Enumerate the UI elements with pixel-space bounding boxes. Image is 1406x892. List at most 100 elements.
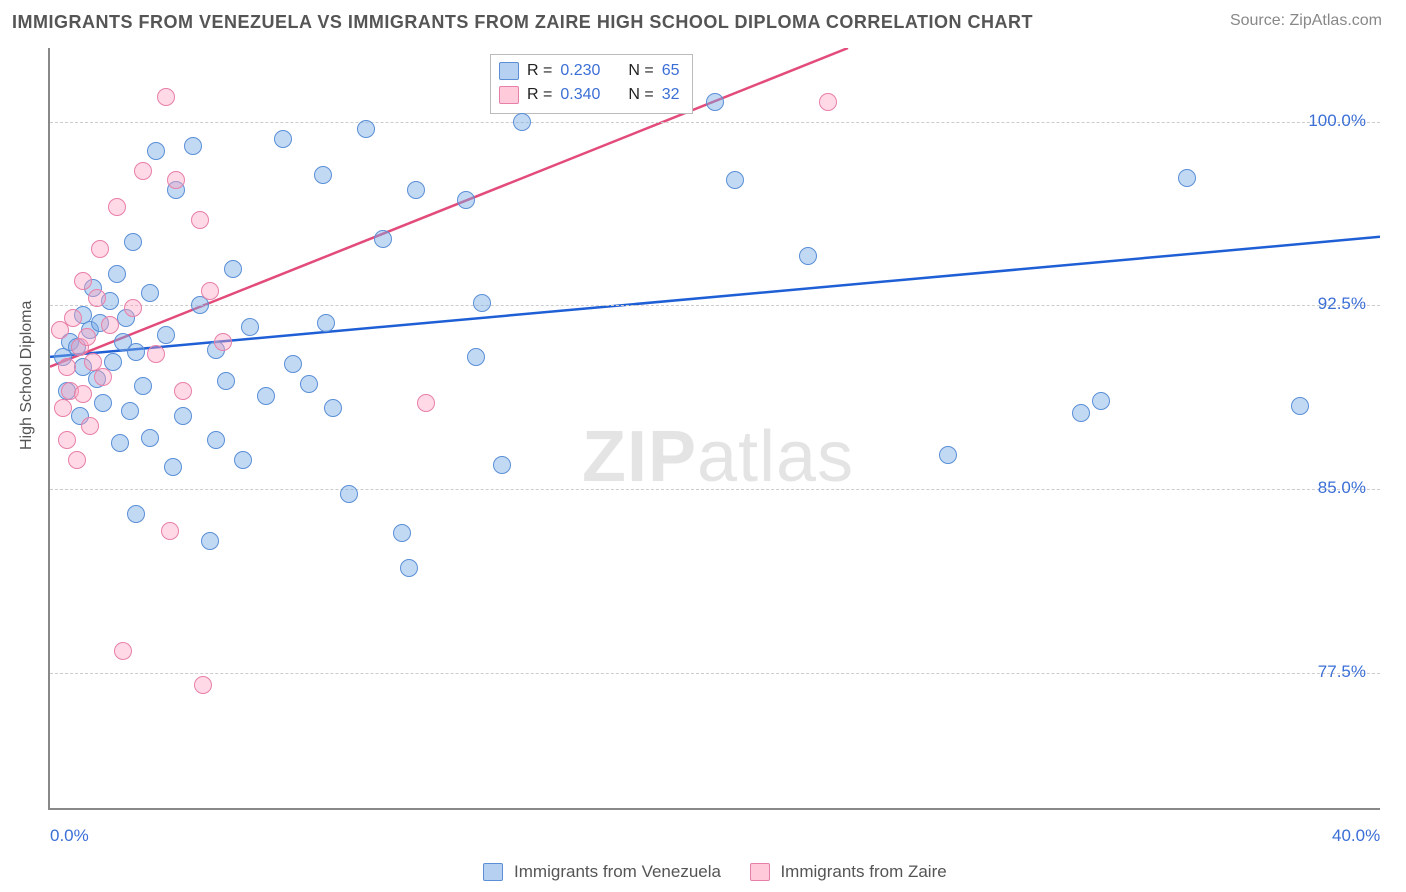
data-point-venezuela — [473, 294, 491, 312]
data-point-venezuela — [314, 166, 332, 184]
y-tick-label: 77.5% — [1318, 662, 1366, 682]
data-point-venezuela — [726, 171, 744, 189]
legend-label-venezuela: Immigrants from Venezuela — [514, 862, 721, 881]
data-point-venezuela — [407, 181, 425, 199]
watermark-zip: ZIP — [582, 417, 697, 497]
data-point-zaire — [174, 382, 192, 400]
legend-swatch — [499, 62, 519, 80]
legend-swatch-zaire — [750, 863, 770, 881]
data-point-venezuela — [241, 318, 259, 336]
data-point-venezuela — [467, 348, 485, 366]
series-legend: Immigrants from Venezuela Immigrants fro… — [0, 862, 1406, 882]
data-point-zaire — [157, 88, 175, 106]
data-point-venezuela — [374, 230, 392, 248]
data-point-zaire — [134, 162, 152, 180]
x-tick-label: 0.0% — [50, 826, 89, 846]
data-point-venezuela — [217, 372, 235, 390]
watermark-text: ZIPatlas — [582, 416, 854, 498]
x-tick — [1114, 808, 1116, 810]
trend-lines — [50, 48, 1380, 808]
data-point-venezuela — [457, 191, 475, 209]
plot-area: ZIPatlas R =0.230N =65R =0.340N =32 77.5… — [48, 48, 1380, 810]
data-point-venezuela — [799, 247, 817, 265]
data-point-zaire — [161, 522, 179, 540]
correlation-legend: R =0.230N =65R =0.340N =32 — [490, 54, 693, 114]
data-point-venezuela — [141, 429, 159, 447]
data-point-venezuela — [157, 326, 175, 344]
data-point-zaire — [191, 211, 209, 229]
x-tick — [449, 808, 451, 810]
data-point-venezuela — [939, 446, 957, 464]
data-point-venezuela — [121, 402, 139, 420]
data-point-venezuela — [400, 559, 418, 577]
legend-r-value: 0.340 — [560, 86, 600, 104]
data-point-zaire — [194, 676, 212, 694]
legend-n-value: 32 — [662, 86, 680, 104]
data-point-venezuela — [174, 407, 192, 425]
data-point-zaire — [124, 299, 142, 317]
data-point-venezuela — [127, 505, 145, 523]
data-point-venezuela — [207, 431, 225, 449]
data-point-venezuela — [1291, 397, 1309, 415]
y-tick-label: 92.5% — [1318, 294, 1366, 314]
gridline — [50, 122, 1380, 123]
legend-swatch — [499, 86, 519, 104]
x-tick — [715, 808, 717, 810]
legend-row: R =0.340N =32 — [499, 83, 680, 107]
data-point-venezuela — [234, 451, 252, 469]
data-point-zaire — [108, 198, 126, 216]
legend-row: R =0.230N =65 — [499, 59, 680, 83]
legend-r-label: R = — [527, 86, 552, 104]
data-point-zaire — [64, 309, 82, 327]
legend-label-zaire: Immigrants from Zaire — [780, 862, 946, 881]
data-point-zaire — [58, 431, 76, 449]
legend-n-value: 65 — [662, 62, 680, 80]
data-point-venezuela — [108, 265, 126, 283]
x-tick — [183, 808, 185, 810]
data-point-venezuela — [257, 387, 275, 405]
data-point-venezuela — [1178, 169, 1196, 187]
x-tick — [981, 808, 983, 810]
source-attribution: Source: ZipAtlas.com — [1230, 12, 1382, 30]
data-point-zaire — [68, 451, 86, 469]
x-tick — [848, 808, 850, 810]
data-point-zaire — [147, 345, 165, 363]
legend-r-label: R = — [527, 62, 552, 80]
data-point-zaire — [88, 289, 106, 307]
data-point-zaire — [78, 328, 96, 346]
data-point-venezuela — [324, 399, 342, 417]
data-point-venezuela — [134, 377, 152, 395]
watermark-atlas: atlas — [697, 417, 854, 497]
data-point-venezuela — [147, 142, 165, 160]
data-point-venezuela — [493, 456, 511, 474]
data-point-zaire — [58, 358, 76, 376]
data-point-venezuela — [164, 458, 182, 476]
y-tick-label: 100.0% — [1308, 111, 1366, 131]
chart-title: IMMIGRANTS FROM VENEZUELA VS IMMIGRANTS … — [12, 12, 1033, 33]
data-point-venezuela — [274, 130, 292, 148]
data-point-zaire — [81, 417, 99, 435]
data-point-venezuela — [300, 375, 318, 393]
data-point-venezuela — [513, 113, 531, 131]
gridline — [50, 489, 1380, 490]
data-point-venezuela — [284, 355, 302, 373]
data-point-venezuela — [1092, 392, 1110, 410]
x-tick-label: 40.0% — [1332, 826, 1380, 846]
trend-line-venezuela — [50, 237, 1380, 357]
x-tick — [50, 808, 52, 810]
data-point-zaire — [74, 385, 92, 403]
legend-r-value: 0.230 — [560, 62, 600, 80]
data-point-venezuela — [1072, 404, 1090, 422]
data-point-zaire — [201, 282, 219, 300]
data-point-venezuela — [706, 93, 724, 111]
x-tick — [582, 808, 584, 810]
data-point-venezuela — [393, 524, 411, 542]
data-point-venezuela — [127, 343, 145, 361]
data-point-venezuela — [94, 394, 112, 412]
data-point-zaire — [819, 93, 837, 111]
data-point-venezuela — [184, 137, 202, 155]
data-point-zaire — [91, 240, 109, 258]
data-point-venezuela — [340, 485, 358, 503]
data-point-zaire — [114, 642, 132, 660]
data-point-zaire — [417, 394, 435, 412]
